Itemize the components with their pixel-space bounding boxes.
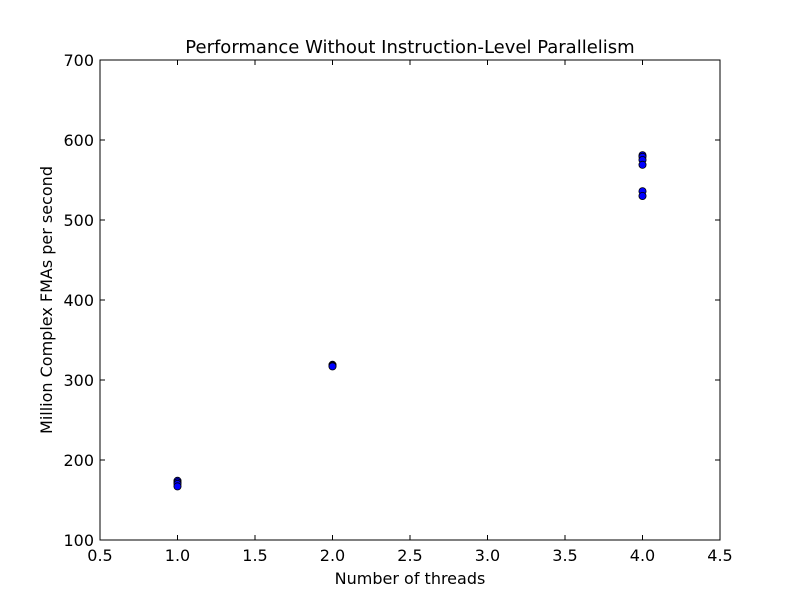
x-tick-label: 0.5 [87,546,112,565]
y-tick-label: 300 [63,371,94,390]
y-tick-label: 700 [63,51,94,70]
y-tick-label: 100 [63,531,94,550]
chart-title: Performance Without Instruction-Level Pa… [185,37,634,58]
x-tick-label: 2.0 [320,546,345,565]
x-axis-label: Number of threads [335,569,486,588]
x-tick-label: 2.5 [397,546,422,565]
data-point [328,362,337,371]
data-point [173,482,182,491]
y-tick-label: 200 [63,451,94,470]
x-tick-label: 1.0 [165,546,190,565]
data-point [638,191,647,200]
x-tick-label: 3.5 [552,546,577,565]
data-point [638,160,647,169]
x-tick-label: 3.0 [475,546,500,565]
y-tick-label: 600 [63,131,94,150]
plot-area-frame [99,59,721,541]
tick-labels: 0.5 1.0 1.5 2.0 2.5 3.0 3.5 4.0 4.5 100 200 300 400 5… [63,51,732,565]
x-tick-label: 4.0 [630,546,655,565]
axis-ticks [99,59,721,541]
x-tick-label: 4.5 [707,546,732,565]
x-tick-label: 1.5 [242,546,267,565]
y-tick-label: 400 [63,291,94,310]
data-points [173,151,647,491]
y-tick-label: 500 [63,211,94,230]
y-axis-label: Million Complex FMAs per second [37,166,56,434]
